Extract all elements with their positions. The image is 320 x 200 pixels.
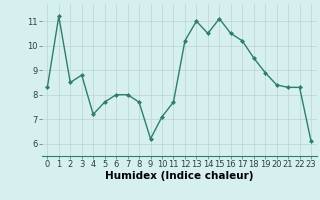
X-axis label: Humidex (Indice chaleur): Humidex (Indice chaleur) (105, 171, 253, 181)
